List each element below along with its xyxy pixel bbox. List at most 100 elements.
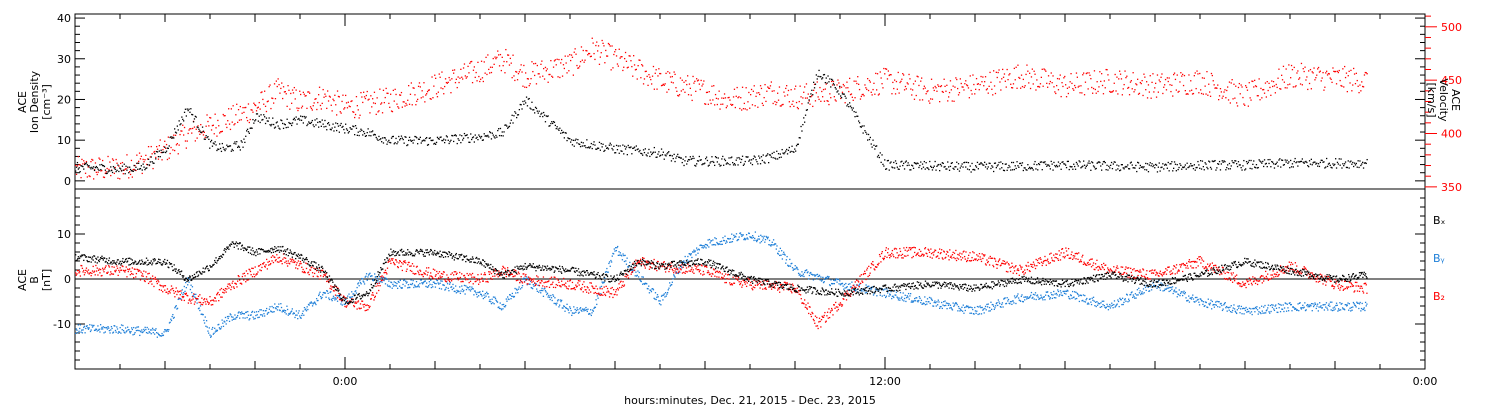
data-point xyxy=(1270,310,1272,313)
data-point xyxy=(1005,163,1007,165)
data-point xyxy=(249,314,252,316)
data-point xyxy=(1269,86,1271,89)
series-red xyxy=(75,246,1368,330)
data-point xyxy=(1273,85,1276,87)
data-point xyxy=(687,75,689,77)
data-point xyxy=(144,159,146,161)
data-point xyxy=(1270,166,1272,168)
data-point xyxy=(588,52,590,55)
data-point xyxy=(688,252,690,255)
data-point xyxy=(373,278,375,281)
data-point xyxy=(292,313,294,315)
data-point xyxy=(1128,168,1130,170)
data-point xyxy=(558,58,560,61)
data-point xyxy=(1059,163,1061,165)
data-point xyxy=(218,323,220,326)
data-point xyxy=(1319,306,1321,308)
data-point xyxy=(251,310,254,313)
data-point xyxy=(435,141,438,144)
data-point xyxy=(137,162,139,164)
data-point xyxy=(516,71,518,73)
data-point xyxy=(893,296,895,299)
data-point xyxy=(521,108,523,110)
data-point xyxy=(360,128,362,130)
data-point xyxy=(1302,68,1304,70)
data-point xyxy=(742,108,745,110)
data-point xyxy=(697,252,699,254)
data-point xyxy=(332,123,334,125)
data-point xyxy=(766,238,769,240)
data-point xyxy=(469,141,471,144)
data-point xyxy=(506,125,508,127)
data-point xyxy=(106,328,109,330)
data-point xyxy=(444,78,447,80)
data-point xyxy=(168,145,170,147)
data-point xyxy=(492,302,494,304)
data-point xyxy=(920,80,922,82)
data-point xyxy=(519,288,522,290)
data-point xyxy=(247,314,250,316)
data-point xyxy=(420,279,422,281)
data-point xyxy=(325,125,327,128)
data-point xyxy=(82,163,84,165)
data-point xyxy=(116,169,118,172)
data-point xyxy=(289,108,291,110)
data-point xyxy=(452,69,454,72)
data-point xyxy=(980,313,983,315)
data-point xyxy=(895,294,897,296)
data-point xyxy=(897,297,899,299)
data-point xyxy=(184,108,187,110)
data-point xyxy=(618,251,620,253)
data-point xyxy=(1269,304,1272,307)
data-point xyxy=(706,243,708,246)
data-point xyxy=(1030,167,1033,169)
data-point xyxy=(487,134,489,137)
data-point xyxy=(769,85,772,87)
data-point xyxy=(479,291,481,293)
data-point xyxy=(486,135,488,138)
data-point xyxy=(1356,79,1358,82)
data-point xyxy=(509,57,511,60)
data-point xyxy=(759,93,761,96)
data-point xyxy=(559,76,561,79)
data-point xyxy=(397,141,399,143)
data-point xyxy=(535,107,538,110)
data-point xyxy=(1065,166,1068,169)
data-point xyxy=(1192,167,1195,170)
data-point xyxy=(1319,161,1321,164)
data-point xyxy=(1061,294,1063,296)
data-point xyxy=(306,107,308,110)
data-point xyxy=(726,241,728,243)
data-point xyxy=(602,143,604,145)
data-point xyxy=(325,296,327,298)
data-point xyxy=(256,107,259,109)
data-point xyxy=(319,291,321,293)
data-point xyxy=(212,333,214,335)
data-point xyxy=(259,309,261,311)
data-point xyxy=(291,310,293,312)
data-point xyxy=(999,81,1001,83)
data-point xyxy=(997,71,999,74)
data-point xyxy=(409,283,412,285)
data-point xyxy=(274,98,277,100)
data-point xyxy=(928,168,930,171)
data-point xyxy=(211,145,214,147)
data-point xyxy=(288,89,290,91)
data-point xyxy=(476,136,478,139)
data-point xyxy=(138,152,141,154)
data-point xyxy=(655,69,657,71)
data-point xyxy=(195,293,197,296)
data-point xyxy=(856,115,858,117)
data-point xyxy=(432,139,434,141)
data-point xyxy=(155,156,157,159)
data-point xyxy=(943,301,945,303)
data-point xyxy=(948,169,951,171)
data-point xyxy=(763,235,765,237)
data-point xyxy=(939,101,941,103)
data-point xyxy=(941,307,943,310)
data-point xyxy=(340,303,342,305)
data-point xyxy=(1156,287,1158,289)
data-point xyxy=(525,279,527,282)
data-point xyxy=(428,137,430,140)
data-point xyxy=(638,271,640,274)
